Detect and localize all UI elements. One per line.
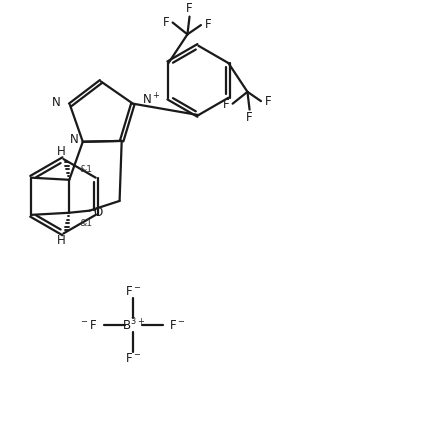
Text: F: F: [204, 18, 210, 31]
Text: F: F: [264, 95, 271, 108]
Text: &1: &1: [80, 219, 93, 228]
Text: H: H: [56, 234, 65, 247]
Text: F: F: [222, 98, 229, 110]
Text: N: N: [52, 96, 60, 110]
Text: F: F: [162, 15, 169, 29]
Text: N$^+$: N$^+$: [142, 92, 160, 108]
Text: $^-$F: $^-$F: [78, 319, 97, 332]
Text: B$^{3+}$: B$^{3+}$: [121, 317, 144, 333]
Text: F$^-$: F$^-$: [169, 319, 185, 332]
Text: &1: &1: [80, 165, 93, 174]
Text: N: N: [70, 133, 78, 146]
Text: H: H: [56, 146, 65, 158]
Text: F: F: [186, 3, 193, 15]
Text: F$^-$: F$^-$: [125, 285, 141, 298]
Text: O: O: [93, 206, 102, 219]
Text: F$^-$: F$^-$: [125, 353, 141, 366]
Text: F: F: [246, 111, 252, 124]
